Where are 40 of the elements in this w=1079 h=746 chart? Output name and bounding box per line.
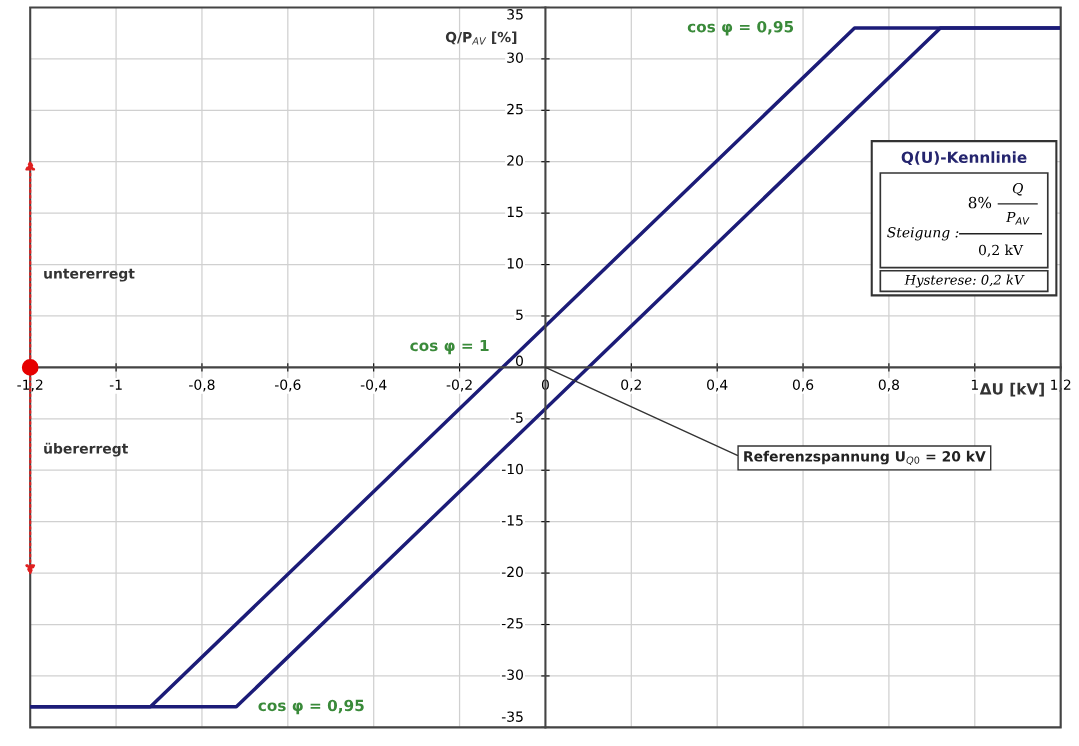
- y-tick-label: 10: [507, 258, 523, 269]
- annotation: übererregt: [44, 442, 128, 457]
- annotation: P$_{AV}$: [1005, 211, 1030, 225]
- annotation: Q: [1012, 183, 1023, 196]
- y-tick-label: -5: [510, 412, 523, 423]
- annotation: Steigung :: [887, 227, 959, 241]
- y-tick-label: -10: [501, 463, 523, 475]
- x-tick-label: 0,2: [621, 379, 641, 392]
- annotation: Hysterese: 0,2 kV: [904, 274, 1025, 288]
- annotation: cos φ = 0,95: [258, 699, 364, 715]
- x-tick-label: -0,6: [274, 379, 301, 392]
- annotation: Referenzspannung U$_{Q0}$ = 20 kV: [744, 450, 986, 465]
- x-tick-label: 0,6: [792, 379, 814, 392]
- y-tick-label: 0: [515, 355, 523, 367]
- x-tick-label: -0,2: [446, 379, 472, 392]
- annotation: Q(U)-Kennlinie: [901, 151, 1027, 166]
- x-tick-label: -0,8: [189, 379, 215, 392]
- y-tick-label: 5: [516, 309, 523, 321]
- y-tick-label: -15: [501, 515, 523, 526]
- y-tick-label: 35: [507, 9, 523, 20]
- annotation: cos φ = 1: [410, 339, 489, 355]
- x-tick-label: -0,4: [360, 379, 387, 392]
- y-tick-label: -25: [501, 618, 523, 629]
- x-tick-label: 0,8: [878, 379, 900, 392]
- y-axis-title: Q/P$_{AV}$ [%]: [445, 31, 517, 45]
- y-tick-label: 15: [507, 206, 523, 218]
- annotation: cos φ = 0,95: [687, 20, 794, 36]
- y-tick-label: 20: [507, 155, 523, 166]
- y-tick-label: -35: [501, 711, 523, 722]
- annotation: untererregt: [44, 268, 135, 282]
- x-axis-title: ΔU [kV]: [979, 382, 1044, 397]
- y-tick-label: 30: [507, 52, 523, 63]
- annotation: 0,2 kV: [978, 244, 1024, 257]
- y-tick-label: -30: [501, 669, 523, 680]
- x-tick-label: 1: [971, 379, 978, 390]
- x-tick-label: -1: [109, 379, 122, 390]
- y-tick-label: -20: [501, 566, 523, 578]
- x-tick-label: 0,4: [707, 379, 728, 392]
- annotation: 8%: [968, 196, 992, 209]
- y-tick-label: 25: [507, 103, 523, 115]
